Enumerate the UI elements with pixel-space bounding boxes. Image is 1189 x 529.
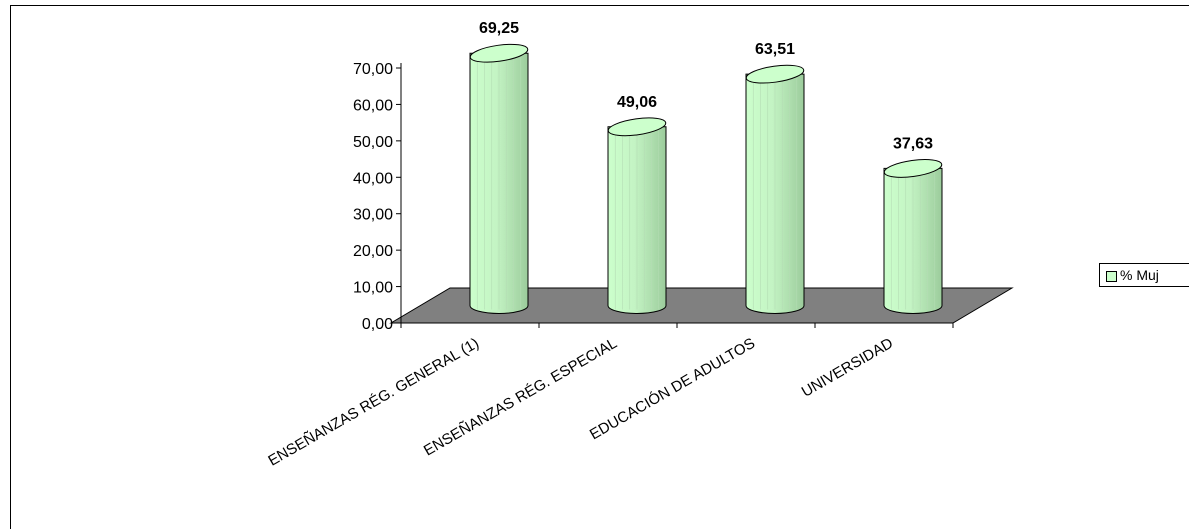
category-label: ENSEÑANZAS RÉG. GENERAL (1) bbox=[265, 335, 482, 470]
chart-frame: 0,00 10,00 20,00 30,00 40,00 50,00 60,00 70,00 … bbox=[10, 5, 1189, 529]
bar-top bbox=[607, 117, 667, 137]
legend: % Muj bbox=[1099, 263, 1189, 287]
bar bbox=[469, 43, 529, 314]
bar bbox=[607, 117, 667, 314]
y-tick-label: 40,00 bbox=[353, 170, 393, 187]
bar bbox=[745, 64, 805, 314]
bar bbox=[883, 159, 943, 314]
data-label: 63,51 bbox=[755, 41, 795, 58]
bar-top bbox=[469, 43, 529, 63]
y-tick-label: 60,00 bbox=[353, 97, 393, 114]
y-axis-ticks: 0,00 10,00 20,00 30,00 40,00 50,00 60,00 70,00 bbox=[353, 61, 401, 333]
legend-label: % Muj bbox=[1120, 267, 1159, 283]
data-label: 49,06 bbox=[617, 94, 657, 111]
y-tick-label: 10,00 bbox=[353, 280, 393, 297]
category-label: UNIVERSIDAD bbox=[799, 335, 896, 401]
category-labels: ENSEÑANZAS RÉG. GENERAL (1)ENSEÑANZAS RÉ… bbox=[265, 335, 896, 470]
bar-chart: 0,0010,0020,0030,0040,0050,0060,0070,00 … bbox=[265, 20, 1014, 470]
data-label: 37,63 bbox=[893, 135, 933, 152]
y-tick-label: 70,00 bbox=[353, 61, 393, 78]
x-axis-ticks bbox=[400, 323, 954, 328]
y-tick-label: 20,00 bbox=[353, 243, 393, 260]
y-tick-label: 0,00 bbox=[362, 316, 393, 333]
bars bbox=[469, 43, 943, 314]
bar-top bbox=[745, 64, 805, 84]
y-tick-label: 50,00 bbox=[353, 134, 393, 151]
legend-swatch bbox=[1106, 271, 1117, 282]
data-labels: 69,25 49,06 63,51 37,63 bbox=[479, 20, 933, 152]
y-tick-label: 30,00 bbox=[353, 207, 393, 224]
bar-top bbox=[883, 159, 943, 178]
data-label: 69,25 bbox=[479, 20, 519, 37]
